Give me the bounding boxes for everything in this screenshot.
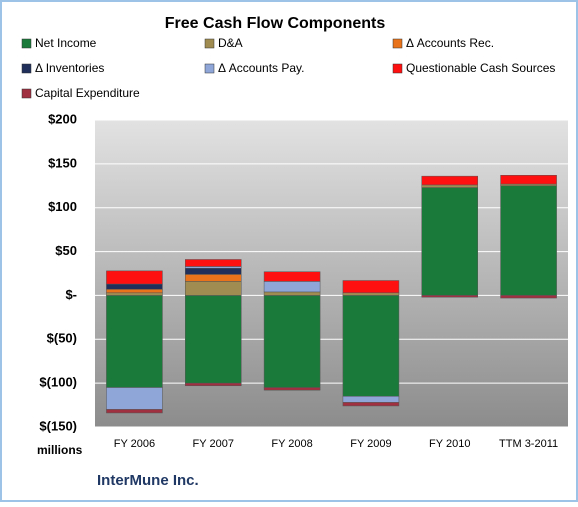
y-tick-label: $50 [55, 243, 77, 258]
x-tick-label: FY 2010 [429, 438, 470, 450]
bar-segment [263, 387, 321, 391]
bar-segment [185, 295, 242, 384]
bar-segment [500, 183, 557, 187]
legend-swatch [21, 88, 32, 99]
plot-area [95, 120, 568, 427]
bar-segment [185, 259, 242, 267]
bar-segment [185, 267, 242, 275]
legend-label: Capital Expenditure [35, 86, 140, 100]
bar-segment [342, 396, 400, 403]
bar-segment [500, 175, 557, 185]
bar-segment [106, 295, 163, 388]
y-tick-label: $200 [48, 111, 77, 126]
legend-label: Net Income [35, 36, 97, 50]
bar-segment [421, 184, 478, 188]
bar-segment [106, 409, 163, 414]
y-unit: millions [37, 443, 83, 457]
y-tick-label: $- [65, 287, 77, 302]
x-tick-label: FY 2008 [271, 438, 312, 450]
bar-segment [421, 187, 478, 296]
bar-segment [185, 274, 242, 282]
chart-title: Free Cash Flow Components [165, 15, 386, 32]
y-tick-label: $(100) [39, 375, 77, 390]
bar-segment [342, 280, 400, 294]
legend-label: Questionable Cash Sources [406, 61, 555, 75]
bar-segment [185, 382, 242, 387]
legend-label: Δ Accounts Pay. [218, 61, 305, 75]
y-tick-label: $150 [48, 155, 77, 170]
x-tick-label: FY 2007 [193, 438, 234, 450]
bar-segment [185, 266, 242, 269]
y-tick-label: $(50) [47, 331, 77, 346]
y-tick-label: $100 [48, 199, 77, 214]
bar-segment [106, 292, 163, 296]
bar-segment [263, 271, 321, 282]
legend-swatch [392, 38, 403, 49]
x-tick-label: TTM 3-2011 [499, 438, 558, 450]
bar-segment [500, 185, 557, 296]
legend-label: Δ Accounts Rec. [406, 36, 494, 50]
bar-segment [263, 281, 321, 293]
bar-segment [263, 291, 321, 296]
bar-segment [342, 292, 400, 296]
bar-segment [421, 295, 478, 298]
legend-label: D&A [218, 36, 243, 50]
x-tick-label: FY 2009 [350, 438, 391, 450]
bar-segment [263, 295, 321, 388]
legend-swatch [204, 63, 215, 74]
bar-segment [106, 270, 163, 285]
bar-segment [342, 402, 400, 407]
y-tick-label: $(150) [39, 418, 77, 433]
legend-label: Δ Inventories [35, 61, 104, 75]
legend-swatch [392, 63, 403, 74]
bar-segment [106, 387, 163, 410]
bar-segment [106, 283, 163, 290]
bar-segment [500, 295, 557, 299]
bar-segment [106, 289, 163, 294]
bar-segment [421, 175, 478, 186]
legend-swatch [21, 63, 32, 74]
x-tick-label: FY 2006 [114, 438, 155, 450]
legend-swatch [204, 38, 215, 49]
bar-segment [185, 281, 242, 296]
legend-swatch [21, 38, 32, 49]
bar-segment [342, 295, 400, 397]
footer: InterMune Inc. [97, 472, 199, 489]
